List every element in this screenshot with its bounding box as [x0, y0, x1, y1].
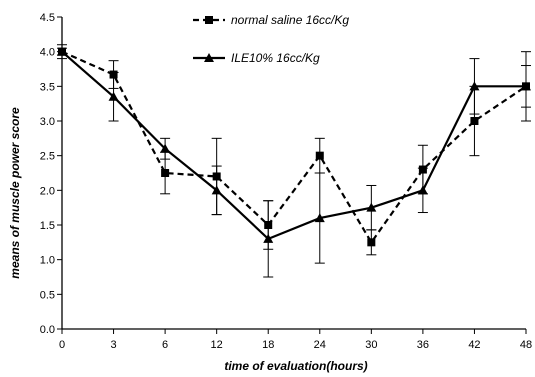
data-point: [314, 213, 325, 223]
x-axis-title: time of evaluation(hours): [224, 359, 367, 373]
legend: normal saline 16cc/Kg ILE10% 16cc/Kg: [193, 13, 349, 65]
data-point: [263, 233, 274, 243]
x-tick-label: 0: [59, 339, 65, 351]
x-tick-label: 6: [162, 339, 168, 351]
legend-item-1: normal saline 16cc/Kg: [193, 13, 349, 27]
legend-item-2: ILE10% 16cc/Kg: [193, 51, 320, 65]
data-point: [160, 143, 171, 153]
x-tick-label: 18: [262, 339, 274, 351]
y-tick-label: 3.5: [40, 81, 55, 93]
axes: 0.00.51.01.52.02.53.03.54.04.50 3 6 12 18 24 3…: [40, 12, 532, 351]
x-tick-label: 12: [211, 339, 223, 351]
data-point: [108, 91, 119, 101]
y-tick-label: 4.0: [40, 47, 55, 59]
y-tick-label: 4.5: [40, 12, 55, 24]
y-tick-label: 1.5: [40, 220, 55, 232]
x-tick-label: 30: [365, 339, 377, 351]
data-point: [470, 117, 479, 125]
y-tick-label: 0.5: [40, 289, 55, 301]
legend-label: ILE10% 16cc/Kg: [231, 51, 320, 65]
legend-label: normal saline 16cc/Kg: [231, 13, 349, 27]
data-point: [211, 185, 222, 195]
data-point: [161, 169, 170, 177]
data-point: [315, 151, 324, 160]
data-point: [417, 185, 428, 195]
series-1: [57, 44, 531, 256]
x-tick-label: 3: [110, 339, 116, 351]
x-tick-label: 24: [314, 339, 326, 351]
y-tick-label: 2.5: [40, 151, 55, 163]
series-line: [61, 50, 526, 241]
y-tick-label: 0.0: [40, 324, 55, 336]
y-tick-label: 3.0: [40, 116, 55, 128]
series-layer: [57, 44, 531, 278]
y-axis-title: means of muscle power score: [8, 107, 22, 279]
series-2: [57, 46, 531, 278]
data-point: [366, 202, 377, 212]
x-tick-label: 36: [417, 339, 429, 351]
x-tick-label: 48: [520, 339, 532, 351]
y-tick-label: 2.0: [40, 185, 55, 197]
legend-swatch-marker: [204, 53, 214, 62]
data-point: [469, 81, 480, 91]
data-point: [521, 81, 531, 91]
x-tick-label: 42: [468, 339, 480, 351]
series-line: [61, 50, 527, 245]
y-tick-label: 1.0: [40, 255, 55, 267]
legend-swatch-marker: [205, 16, 213, 24]
data-point: [57, 46, 67, 56]
data-point: [367, 238, 376, 247]
